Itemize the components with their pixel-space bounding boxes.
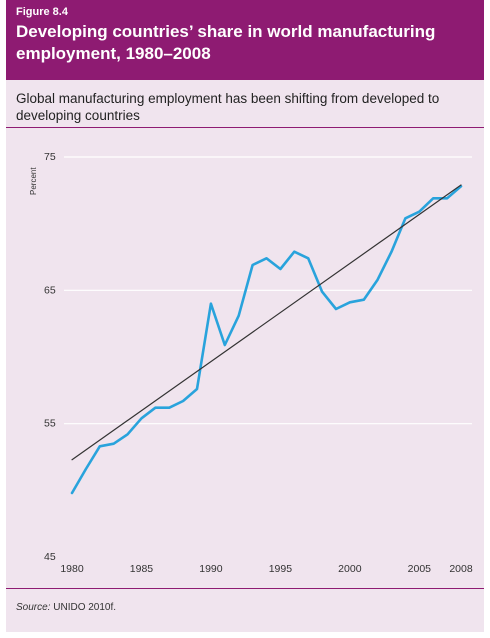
y-tick-label: 65 [44, 284, 56, 296]
gridlines [64, 156, 472, 425]
chart-subtitle: Global manufacturing employment has been… [16, 91, 440, 123]
x-tick-label: 1980 [60, 563, 84, 575]
series-line [70, 185, 463, 495]
x-tick-label: 1990 [199, 563, 223, 575]
top-divider [6, 127, 484, 129]
y-tick-label: 75 [44, 151, 56, 163]
bottom-divider [6, 588, 484, 590]
trend-line [71, 184, 462, 461]
figure-panel: Figure 8.4 Developing countries’ share i… [6, 0, 484, 632]
x-tick-label: 2005 [408, 563, 432, 575]
series [70, 184, 463, 495]
x-tick-label: 1995 [269, 563, 293, 575]
y-axis-label: Percent [29, 167, 38, 195]
axis-labels: 45 55 65 75 Percent 1980 1985 1990 1995 2000 2005 2… [29, 151, 473, 575]
source-label: Source: [16, 602, 51, 613]
x-tick-label: 2008 [449, 563, 473, 575]
y-tick-label: 45 [44, 551, 56, 563]
figure-label: Figure 8.4 [16, 6, 68, 18]
chart-title: Developing countries’ share in world man… [16, 22, 436, 63]
source-note: Source: UNIDO 2010f. [16, 602, 116, 613]
y-tick-label: 55 [44, 418, 56, 430]
x-tick-label: 1985 [130, 563, 154, 575]
figure-header: Figure 8.4 Developing countries’ share i… [6, 0, 484, 80]
source-text: UNIDO 2010f. [50, 602, 117, 613]
x-tick-label: 2000 [338, 563, 362, 575]
